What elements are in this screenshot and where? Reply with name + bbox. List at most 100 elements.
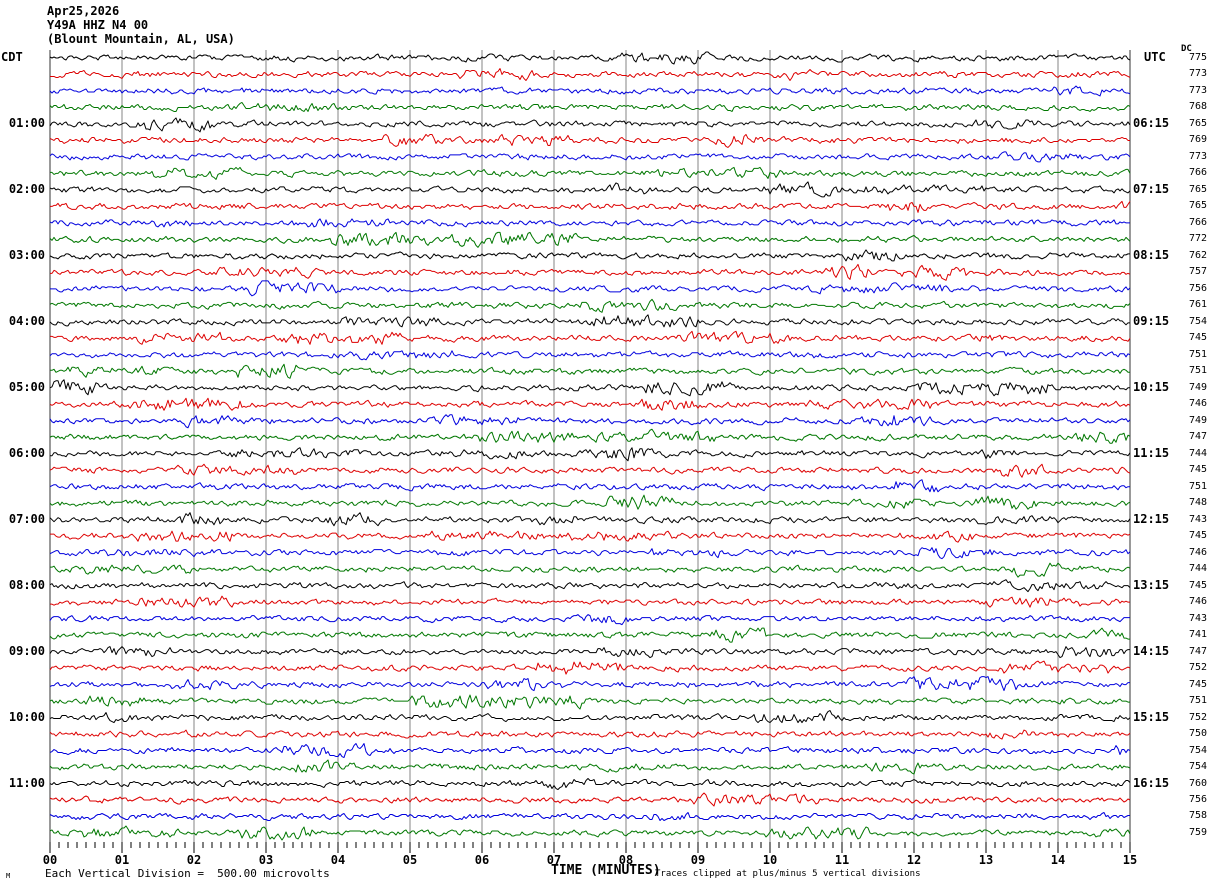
- dc-offset-value: 741: [1188, 629, 1207, 641]
- seismogram-trace-row: [49, 778, 1131, 791]
- utc-hour-label: 11:15: [1133, 445, 1170, 460]
- seismogram-trace-row: [49, 494, 1131, 510]
- dc-offset-value: 746: [1188, 596, 1207, 608]
- utc-hour-label: 09:15: [1133, 313, 1170, 328]
- dc-offset-value: 772: [1188, 233, 1207, 245]
- dc-offset-value: 745: [1188, 579, 1207, 591]
- dc-offset-value: 768: [1188, 101, 1207, 113]
- dc-offset-value: 756: [1188, 794, 1207, 805]
- dc-offset-value: 759: [1188, 826, 1207, 838]
- cdt-hour-label: 11:00: [8, 775, 45, 790]
- left-axis-header: CDT: [1, 50, 23, 64]
- x-tick-label: 12: [906, 853, 922, 867]
- right-axis-header: UTC: [1144, 50, 1166, 64]
- seismogram-trace-row: [49, 298, 1131, 313]
- dc-offset-value: 769: [1188, 134, 1207, 146]
- dc-offset-value: 761: [1188, 299, 1207, 311]
- dc-offset-value: 747: [1188, 645, 1207, 657]
- x-tick-label: 11: [834, 853, 850, 867]
- seismogram-trace-row: [49, 729, 1131, 740]
- seismogram-trace-row: [49, 117, 1131, 133]
- x-tick-label: 01: [114, 853, 130, 867]
- cdt-hour-label: 07:00: [8, 511, 45, 526]
- dc-offset-value: 745: [1188, 530, 1207, 542]
- dc-offset-value: 765: [1188, 200, 1207, 212]
- dc-offset-value: 752: [1188, 711, 1207, 723]
- cdt-hour-label: 05:00: [8, 379, 45, 394]
- x-tick-label: 05: [402, 853, 418, 867]
- x-tick-label: 06: [474, 853, 490, 867]
- utc-hour-label: 16:15: [1133, 775, 1170, 790]
- seismogram-trace-row: [49, 614, 1130, 626]
- utc-hour-label: 12:15: [1133, 511, 1170, 526]
- seismogram-trace-row: [49, 414, 1131, 429]
- cdt-hour-label: 06:00: [8, 445, 45, 460]
- x-tick-label: 13: [978, 853, 994, 867]
- seismogram-trace-row: [49, 463, 1131, 478]
- seismogram-trace-row: [49, 218, 1130, 228]
- dc-offset-value: 745: [1188, 464, 1207, 476]
- seismogram-trace-row: [50, 263, 1131, 281]
- dc-offset-value: 751: [1188, 480, 1207, 492]
- title-date: Apr25,2026: [47, 4, 120, 18]
- dc-offset-value: 745: [1188, 678, 1207, 690]
- dc-offset-value: 751: [1188, 695, 1207, 707]
- watermark-mark: M: [6, 872, 11, 880]
- dc-offset-value: 757: [1188, 266, 1207, 278]
- dc-offset-value: 766: [1188, 167, 1207, 179]
- seismogram-trace-row: [50, 363, 1130, 379]
- seismogram-trace-row: [49, 811, 1130, 821]
- seismogram-trace-row: [49, 660, 1131, 675]
- cdt-hour-label: 08:00: [8, 577, 45, 592]
- seismogram-trace-row: [49, 825, 1131, 841]
- dc-offset-value: 773: [1188, 84, 1207, 96]
- seismogram-trace-row: [49, 181, 1131, 198]
- dc-offset-value: 775: [1188, 52, 1207, 63]
- scale-note: Each Vertical Division = 500.00 microvol…: [45, 867, 330, 880]
- x-tick-label: 03: [258, 853, 274, 867]
- x-tick-label: 08: [618, 853, 634, 867]
- dc-offset-value: 754: [1188, 761, 1207, 773]
- cdt-hour-label: 09:00: [8, 643, 45, 658]
- seismogram-trace-row: [50, 595, 1130, 608]
- x-tick-label: 02: [186, 853, 202, 867]
- dc-offset-value: 750: [1188, 728, 1207, 740]
- x-tick-label: 15: [1122, 853, 1138, 867]
- dc-offset-value: 758: [1188, 810, 1207, 822]
- x-tick-label: 07: [546, 853, 562, 867]
- dc-offset-value: 746: [1188, 546, 1207, 558]
- utc-hour-label: 10:15: [1133, 379, 1170, 394]
- x-tick-label: 00: [42, 853, 58, 867]
- dc-offset-value: 744: [1188, 563, 1207, 575]
- dc-offset-value: 751: [1188, 348, 1207, 360]
- dc-offset-value: 743: [1188, 513, 1207, 525]
- utc-hour-label: 06:15: [1133, 115, 1170, 130]
- dc-offset-value: 762: [1188, 249, 1207, 261]
- seismogram-trace-row: [50, 562, 1131, 578]
- seismogram-trace-row: [49, 397, 1131, 411]
- dc-offset-value: 765: [1188, 183, 1207, 195]
- seismogram-trace-row: [49, 547, 1131, 560]
- dc-offset-value: 766: [1188, 216, 1207, 228]
- utc-hour-label: 13:15: [1133, 577, 1170, 592]
- dc-offset-value: 754: [1188, 315, 1207, 327]
- dc-offset-value: 765: [1188, 117, 1207, 129]
- utc-hour-label: 07:15: [1133, 181, 1170, 196]
- dc-offset-value: 760: [1188, 777, 1207, 789]
- seismogram-trace-row: [50, 330, 1131, 345]
- seismogram-trace-row: [50, 166, 1131, 180]
- dc-offset-value: 773: [1188, 68, 1207, 80]
- seismogram-trace-row: [49, 428, 1131, 444]
- cdt-hour-label: 04:00: [8, 313, 45, 328]
- seismogram-trace-row: [49, 51, 1131, 65]
- dc-column-header: DC: [1181, 44, 1192, 54]
- dc-offset-value: 756: [1188, 282, 1207, 294]
- x-tick-label: 10: [762, 853, 778, 867]
- seismogram-trace-row: [49, 792, 1131, 807]
- cdt-hour-label: 01:00: [8, 115, 45, 130]
- seismogram-trace-row: [49, 231, 1131, 248]
- dc-offset-value: 754: [1188, 744, 1207, 756]
- seismogram-trace-row: [49, 101, 1131, 112]
